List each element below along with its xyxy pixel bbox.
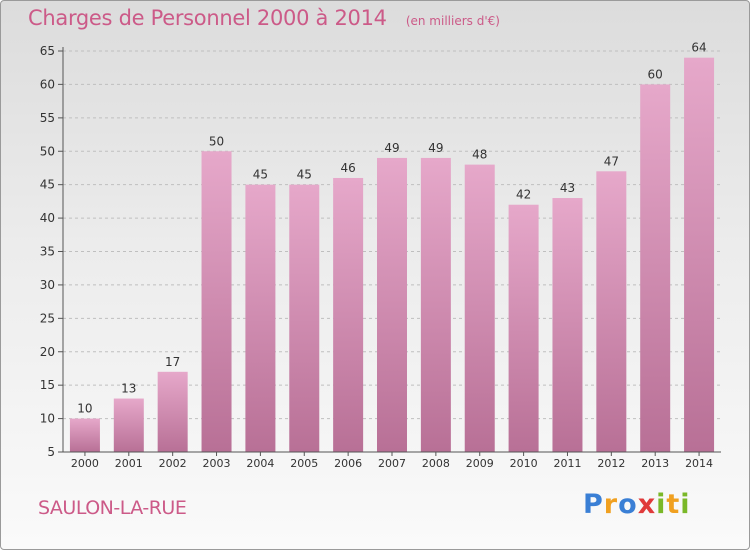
bar-2009 xyxy=(464,164,495,452)
x-tick-label: 2006 xyxy=(334,457,362,470)
bar-value-label: 43 xyxy=(560,181,575,195)
bar-2010 xyxy=(508,204,539,452)
bar-2006 xyxy=(333,177,364,452)
bar-layer xyxy=(69,57,715,453)
title-row: Charges de Personnel 2000 à 2014 (en mil… xyxy=(28,6,500,30)
y-tick-label: 65 xyxy=(40,44,55,58)
bar-value-label: 17 xyxy=(165,355,180,369)
bar-value-label: 49 xyxy=(428,141,443,155)
bar-value-label: 60 xyxy=(648,67,663,81)
y-tick-label: 30 xyxy=(40,278,55,292)
bar-2004 xyxy=(245,184,276,452)
bar-2013 xyxy=(640,84,671,453)
y-tick-label: 45 xyxy=(40,178,55,192)
bar-2002 xyxy=(157,371,188,452)
town-name: SAULON-LA-RUE xyxy=(38,497,187,519)
x-tick-label: 2010 xyxy=(510,457,538,470)
x-tick-label: 2003 xyxy=(203,457,231,470)
bar-value-label: 49 xyxy=(384,141,399,155)
x-tick-label: 2005 xyxy=(290,457,318,470)
brand-letter: x xyxy=(637,489,657,520)
y-tick-label: 25 xyxy=(40,311,55,325)
bar-value-label: 48 xyxy=(472,148,487,162)
y-tick-label: 20 xyxy=(40,345,55,359)
y-tick-label: 35 xyxy=(40,245,55,259)
y-tick-label: 10 xyxy=(40,412,55,426)
x-tick-label: 2014 xyxy=(685,457,713,470)
y-tick-label: 40 xyxy=(40,211,55,225)
y-tick-label: 15 xyxy=(40,378,55,392)
bar-2014 xyxy=(684,57,715,452)
bar-2005 xyxy=(289,184,320,452)
x-tick-label: 2000 xyxy=(71,457,99,470)
bar-value-label: 42 xyxy=(516,188,531,202)
bar-value-label: 46 xyxy=(340,161,355,175)
bar-value-label: 10 xyxy=(77,402,92,416)
y-tick-label: 50 xyxy=(40,144,55,158)
brand-letter: r xyxy=(603,489,619,520)
x-tick-label: 2009 xyxy=(466,457,494,470)
x-tick-label: 2001 xyxy=(115,457,143,470)
brand-letter: i xyxy=(680,489,691,520)
bar-2011 xyxy=(552,198,583,452)
chart-title: Charges de Personnel 2000 à 2014 xyxy=(28,6,387,30)
bar-value-label: 47 xyxy=(604,154,619,168)
y-tick-label: 60 xyxy=(40,77,55,91)
bar-2007 xyxy=(377,157,407,452)
brand-letter: i xyxy=(656,489,667,520)
x-tick-label: 2004 xyxy=(246,457,274,470)
label-layer: 10 13 17 50 45 45 46 49 49 48 42 43 47 60 64 xyxy=(77,41,706,416)
x-tick-label: 2002 xyxy=(159,457,187,470)
bar-2003 xyxy=(201,151,232,452)
y-tick-label: 55 xyxy=(40,111,55,125)
brand-letter: o xyxy=(618,489,638,520)
chart-unit: (en milliers d'€) xyxy=(405,14,500,28)
y-tick-label: 5 xyxy=(47,445,55,459)
bar-value-label: 45 xyxy=(253,168,268,182)
bar-value-label: 50 xyxy=(209,134,224,148)
bar-2012 xyxy=(596,171,627,453)
bar-2008 xyxy=(420,157,451,452)
brand-letter: t xyxy=(666,489,681,520)
axis-layer: 5 10 15 20 25 30 35 40 45 50 55 60 65 2000 2001 2002 200… xyxy=(40,44,721,470)
x-tick-label: 2008 xyxy=(422,457,450,470)
x-tick-label: 2013 xyxy=(641,457,669,470)
bar-value-label: 13 xyxy=(121,382,136,396)
bar-value-label: 64 xyxy=(691,41,706,55)
bar-2001 xyxy=(113,398,144,452)
bar-2000 xyxy=(69,418,100,452)
x-tick-label: 2011 xyxy=(553,457,581,470)
x-tick-label: 2007 xyxy=(378,457,406,470)
x-tick-label: 2012 xyxy=(597,457,625,470)
brand-letter: P xyxy=(583,489,604,520)
brand-logo: Proxiti xyxy=(583,489,691,520)
bar-value-label: 45 xyxy=(297,168,312,182)
